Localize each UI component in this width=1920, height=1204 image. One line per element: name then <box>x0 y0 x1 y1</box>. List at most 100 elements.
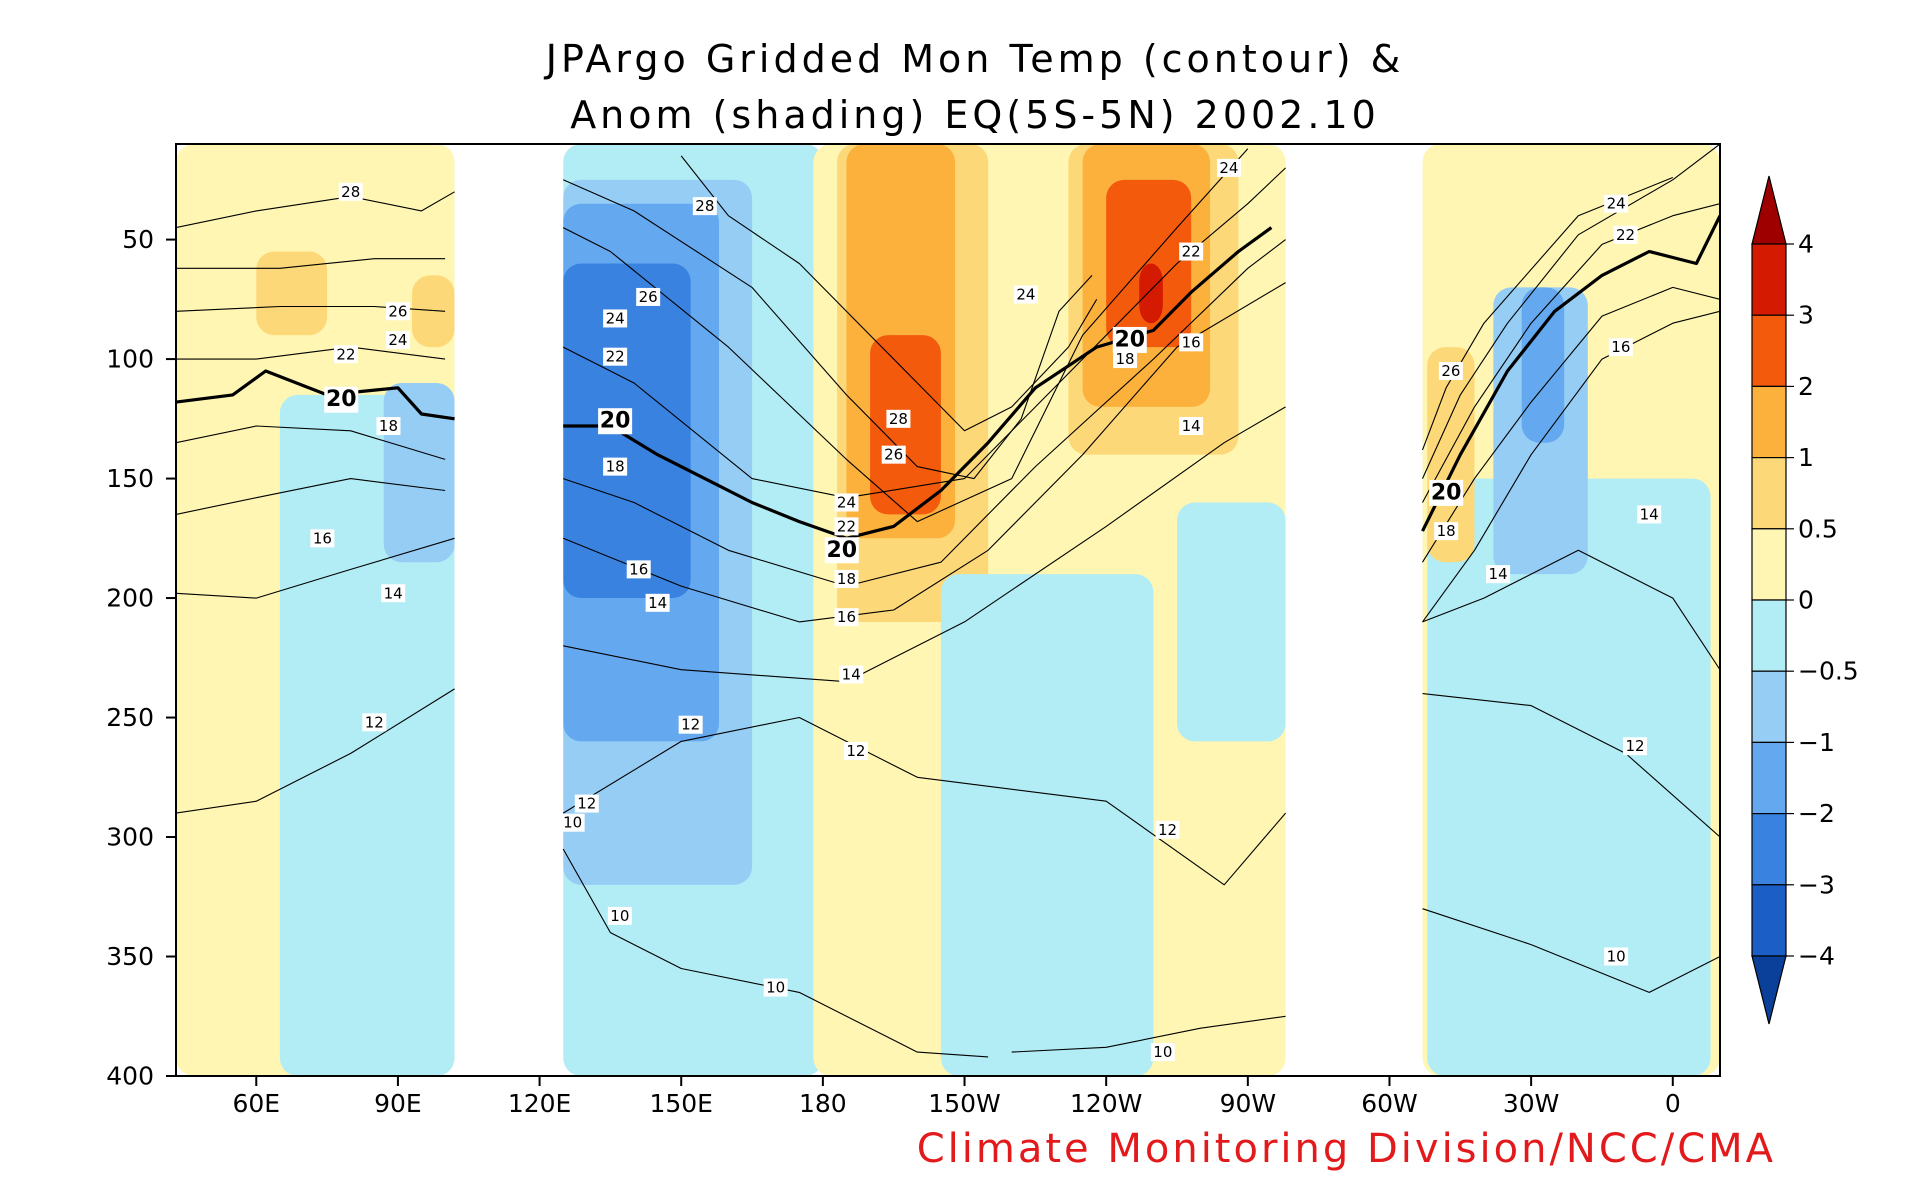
contour-label-bg <box>839 665 864 684</box>
contour-label-text: 14 <box>842 666 861 684</box>
contour-label-text: 18 <box>837 570 856 588</box>
contour-label-28: 16 <box>834 608 859 627</box>
legend-swatch-6 <box>1751 599 1787 672</box>
contour-label-text: 20 <box>826 538 857 563</box>
contour-label-text: 16 <box>1182 333 1201 351</box>
contour-12-segment-0 <box>176 688 455 814</box>
contour-label-18: 12 <box>574 794 599 813</box>
contour-label-3: 22 <box>333 345 358 364</box>
contour-label-42: 18 <box>1434 522 1459 541</box>
contour-label-text: 12 <box>577 795 596 813</box>
contour-label-text: 24 <box>837 493 856 511</box>
y-tick-label-150: 150 <box>106 464 154 493</box>
contour-label-text: 18 <box>1437 522 1456 540</box>
contour-label-bg <box>1150 1043 1175 1062</box>
contour-label-text: 16 <box>313 529 332 547</box>
contour-26-segment-1 <box>562 179 1093 480</box>
contour-label-text: 12 <box>1158 821 1177 839</box>
contour-label-37: 14 <box>1179 416 1204 435</box>
contour-label-text: 20 <box>326 387 357 412</box>
contour-label-bg <box>598 408 633 435</box>
x-tick-label-60: 60E <box>232 1089 280 1118</box>
contour-label-bg <box>1179 333 1204 352</box>
contour-18-segment-1 <box>563 239 1286 587</box>
x-tick-label-210: 150W <box>928 1089 1000 1118</box>
contour-label-text: 16 <box>629 560 648 578</box>
contour-label-bg <box>376 416 401 435</box>
contour-label-bg <box>1604 194 1629 213</box>
contour-label-bg <box>1438 362 1463 381</box>
color-legend: 4 3 2 1 0.5 0 −0.5 −1 −2 −3 −4 <box>1751 175 1859 1025</box>
contour-label-bg <box>834 493 859 512</box>
legend-swatch-8 <box>1751 741 1787 815</box>
y-tick-label-400: 400 <box>106 1062 154 1091</box>
contour-label-bg <box>636 287 661 306</box>
contour-label-bg <box>1179 416 1204 435</box>
contour-label-35: 22 <box>1179 242 1204 261</box>
x-tick-label-150: 150E <box>649 1089 713 1118</box>
contour-label-bg <box>692 197 717 216</box>
contour-label-bg <box>834 517 859 536</box>
contour-label-bg <box>1429 479 1464 506</box>
anomaly-shading <box>176 144 1720 1076</box>
contour-label-text: 12 <box>846 742 865 760</box>
contour-label-text: 14 <box>1182 417 1201 435</box>
contour-label-text: 22 <box>336 345 355 363</box>
x-axis: 60E 90E 120E 150E 180 150W 120W 90W 60W 30W 0 <box>232 1076 1681 1118</box>
contour-label-38: 12 <box>1155 820 1180 839</box>
contour-label-text: 22 <box>1182 243 1201 261</box>
contour-14-segment-0 <box>176 537 455 599</box>
contour-label-6: 16 <box>310 529 335 548</box>
contour-label-13: 20 <box>598 408 633 435</box>
anomaly-region-4 <box>383 382 455 563</box>
legend-swatch-10 <box>1751 884 1787 957</box>
contour-label-bg <box>843 741 868 760</box>
contour-28-segment-1 <box>680 155 1098 432</box>
contour-label-text: 26 <box>884 446 903 464</box>
contour-label-text: 16 <box>1611 338 1630 356</box>
legend-swatch-4 <box>1751 457 1787 530</box>
contour-label-10: 26 <box>636 287 661 306</box>
anomaly-region-17 <box>940 574 1154 1076</box>
x-tick-label-90: 90E <box>374 1089 422 1118</box>
contour-label-9: 28 <box>692 197 717 216</box>
contour-label-text: 12 <box>365 713 384 731</box>
y-tick-label-350: 350 <box>106 942 154 971</box>
contour-label-text: 24 <box>1016 286 1035 304</box>
y-axis: 50 100 150 200 250 300 350 400 <box>106 225 176 1091</box>
contour-label-21: 10 <box>763 978 788 997</box>
contour-label-bg <box>1434 522 1459 541</box>
contour-label-5: 18 <box>376 416 401 435</box>
contour-label-34: 16 <box>1179 333 1204 352</box>
y-tick-label-50: 50 <box>122 225 154 254</box>
contour-label-0: 28 <box>338 182 363 201</box>
contour-label-2: 24 <box>385 330 410 349</box>
contour-label-46: 16 <box>1608 338 1633 357</box>
contour-label-text: 14 <box>384 584 403 602</box>
contour-label-text: 14 <box>1489 565 1508 583</box>
contour-label-47: 14 <box>1637 505 1662 524</box>
contour-20-segment-1 <box>563 226 1273 540</box>
contour-label-bg <box>834 569 859 588</box>
contour-26-segment-0 <box>176 258 446 269</box>
contour-label-text: 24 <box>388 331 407 349</box>
no-data-gap-1 <box>1285 144 1423 1076</box>
chart-title-line-2: Anom (shading) EQ(5S-5N) 2002.10 <box>570 93 1380 137</box>
contour-label-text: 22 <box>1616 226 1635 244</box>
contour-24-segment-1 <box>562 148 1249 523</box>
contour-label-44: 24 <box>1604 194 1629 213</box>
plot-frame <box>175 143 1721 1077</box>
contour-label-23: 26 <box>881 445 906 464</box>
contour-label-text: 20 <box>1431 480 1462 505</box>
contour-label-text: 12 <box>681 716 700 734</box>
legend-label-9: −3 <box>1798 870 1835 899</box>
contour-12-segment-1 <box>562 716 1287 886</box>
contour-label-bg <box>834 608 859 627</box>
contour-label-bg <box>324 386 359 413</box>
legend-label-2: 2 <box>1798 372 1814 401</box>
x-tick-label-240: 120W <box>1070 1089 1142 1118</box>
contour-16-segment-2 <box>1422 310 1720 623</box>
contour-16-segment-1 <box>562 282 1286 623</box>
contour-label-text: 20 <box>600 409 631 434</box>
